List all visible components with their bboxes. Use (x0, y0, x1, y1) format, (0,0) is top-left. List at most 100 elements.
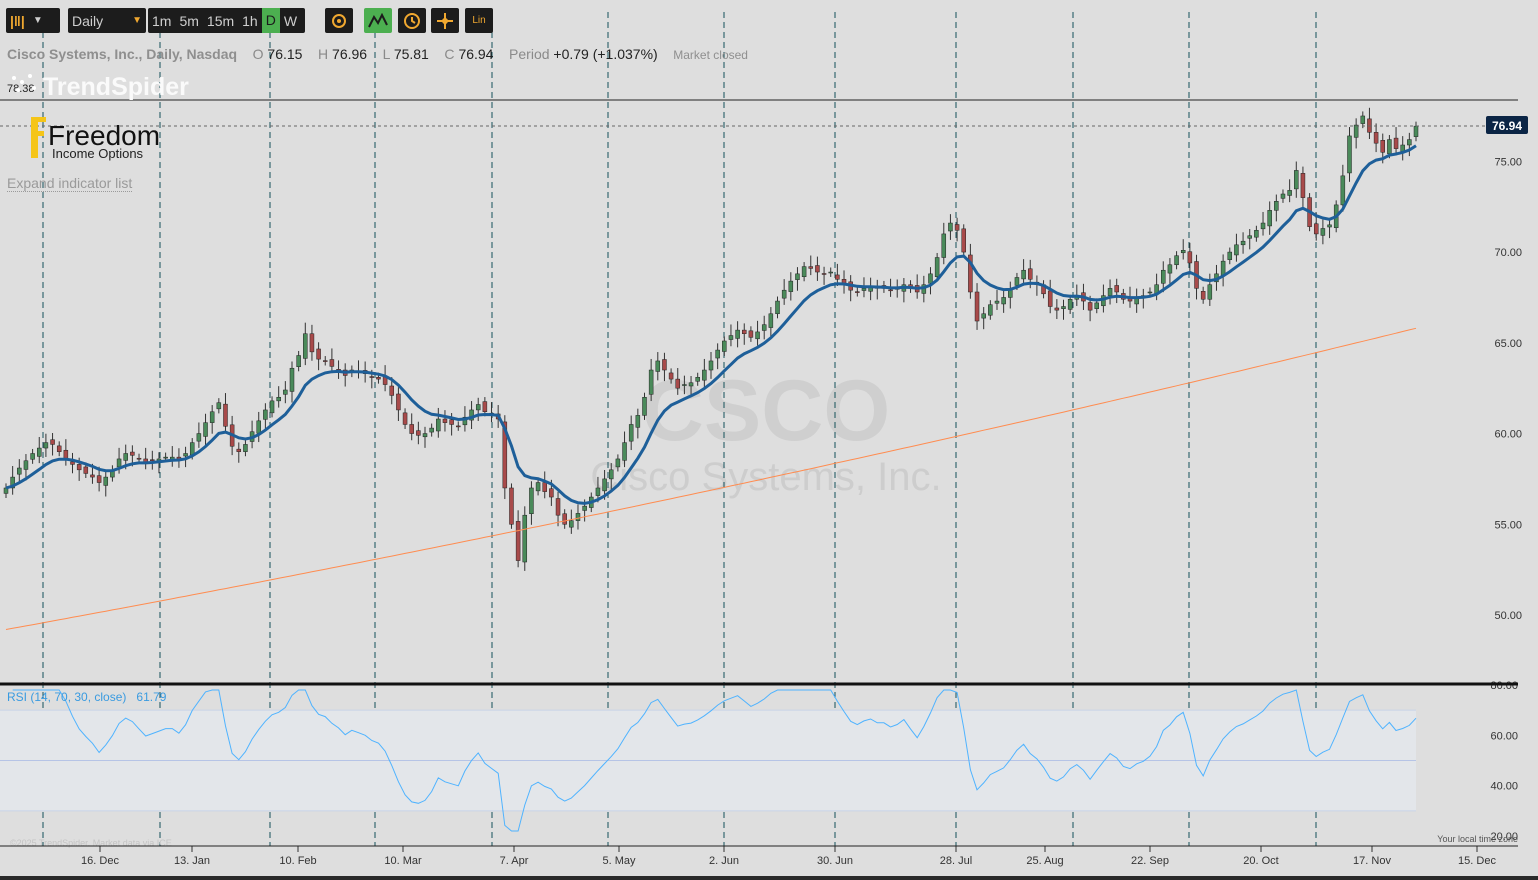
low-label: L (382, 46, 390, 62)
y-tick-label: 75.00 (1494, 156, 1522, 168)
candle-body (316, 348, 321, 360)
timeframe-w[interactable]: W (283, 12, 298, 29)
candle-body (948, 222, 953, 232)
candle-body (442, 418, 448, 423)
copyright: ©2025 TrendSpider. Market data via ICE (10, 838, 172, 848)
candle-body (30, 453, 35, 460)
candle-body (482, 401, 488, 413)
moving-averages (5, 144, 1417, 630)
last-price-label: 76.94 (1492, 119, 1522, 133)
watermark-symbol: CSCO (642, 363, 890, 459)
candle-body (928, 273, 933, 284)
y-tick-label: 70.00 (1494, 247, 1522, 259)
candle-body (462, 416, 468, 426)
candle-body (1207, 284, 1213, 300)
x-tick-label: 5. May (602, 855, 636, 867)
candle-body (688, 382, 694, 387)
candle-body (1220, 260, 1226, 276)
last-price-tag (1486, 116, 1528, 134)
candle-body (223, 403, 228, 427)
candle-body (994, 300, 1000, 304)
timeframe-15m[interactable]: 15m (206, 12, 235, 29)
candle-body (781, 289, 787, 299)
candle-body (130, 451, 135, 456)
candle-body (43, 442, 49, 449)
candle-body (682, 384, 687, 386)
candle-body (575, 513, 581, 521)
expand-indicator-list-link[interactable]: Expand indicator list (7, 175, 133, 192)
symbol-name: Cisco Systems, Inc., Daily, Nasdaq (7, 46, 238, 62)
local-time-note[interactable]: Your local time zone (1437, 834, 1518, 844)
candle-body (569, 520, 574, 528)
candle-body (1300, 173, 1306, 198)
settings-button[interactable] (325, 8, 353, 33)
candle-body (628, 424, 634, 442)
chart-type-selector[interactable]: |‖| ▼ (6, 8, 60, 33)
toolbar: |‖| ▼ Daily ▼ 1m 5m 15m 1h D W Lin (0, 0, 1538, 42)
candle-body (1260, 222, 1266, 230)
candle-body (269, 400, 275, 414)
candle-body (116, 458, 122, 468)
candle-body (1353, 124, 1359, 138)
candle-body (835, 274, 840, 280)
candle-body (1114, 285, 1119, 293)
candle-body (808, 266, 814, 269)
crosshair-icon (437, 12, 453, 29)
candle-body (256, 420, 261, 434)
candle-body (1061, 306, 1066, 309)
axes: 75.00 70.00 65.00 60.00 55.00 50.00 80.00 60.00… (81, 156, 1522, 867)
candle-body (675, 378, 680, 389)
divider-lines (42, 12, 1317, 846)
candle-body (562, 513, 567, 525)
candle-body (708, 360, 714, 371)
candle-body (329, 359, 335, 367)
timeframe-1m[interactable]: 1m (152, 12, 172, 29)
analysis-button[interactable] (364, 8, 392, 33)
candle-body (1021, 269, 1026, 280)
candle-body (502, 421, 508, 489)
timeframe-5m[interactable]: 5m (179, 12, 199, 29)
candle-body (303, 333, 308, 359)
timeframe-1h[interactable]: 1h (242, 12, 258, 29)
candle-body (436, 418, 441, 432)
candle-body (402, 412, 408, 425)
candle-body (1360, 115, 1366, 124)
candle-body (1393, 137, 1399, 149)
clock-button[interactable] (398, 8, 426, 33)
candle-body (289, 367, 295, 392)
candle-body (961, 228, 966, 253)
open-value: 76.15 (267, 46, 303, 62)
x-tick-label: 28. Jul (940, 855, 972, 867)
candle-body (416, 430, 421, 436)
candle-body (76, 464, 82, 471)
candle-body (409, 424, 414, 434)
candle-body (1227, 251, 1233, 260)
timeframe-d[interactable]: D (261, 8, 280, 33)
close-value: 76.94 (458, 46, 494, 62)
candle-body (1407, 139, 1412, 146)
candle-body (549, 488, 554, 498)
rsi-label: RSI (14, 70, 30, close) 61.79 (7, 690, 167, 704)
candle-body (1254, 230, 1259, 238)
linear-scale-button[interactable]: Lin (465, 8, 493, 33)
candle-body (635, 415, 641, 428)
candle-body (988, 304, 993, 316)
interval-select[interactable]: Daily ▼ (68, 8, 146, 33)
candles-icon: |‖| (10, 12, 25, 29)
candle-body (216, 402, 222, 410)
rsi-value: 61.79 (136, 690, 166, 704)
high-label: H (318, 46, 329, 62)
candle-body (1373, 132, 1379, 144)
interval-select-value: Daily (72, 12, 104, 29)
candle-body (243, 444, 248, 452)
candle-body (582, 505, 587, 511)
candle-body (974, 291, 980, 322)
x-tick-label: 22. Sep (1131, 855, 1169, 867)
price-level-label: 78.38 (7, 83, 35, 95)
timeframe-buttons: 1m 5m 15m 1h D W (148, 8, 305, 33)
candle-body (1340, 175, 1346, 206)
crosshair-button[interactable] (431, 8, 459, 33)
y-tick-label: 65.00 (1494, 338, 1522, 350)
x-tick-label: 30. Jun (817, 855, 853, 867)
